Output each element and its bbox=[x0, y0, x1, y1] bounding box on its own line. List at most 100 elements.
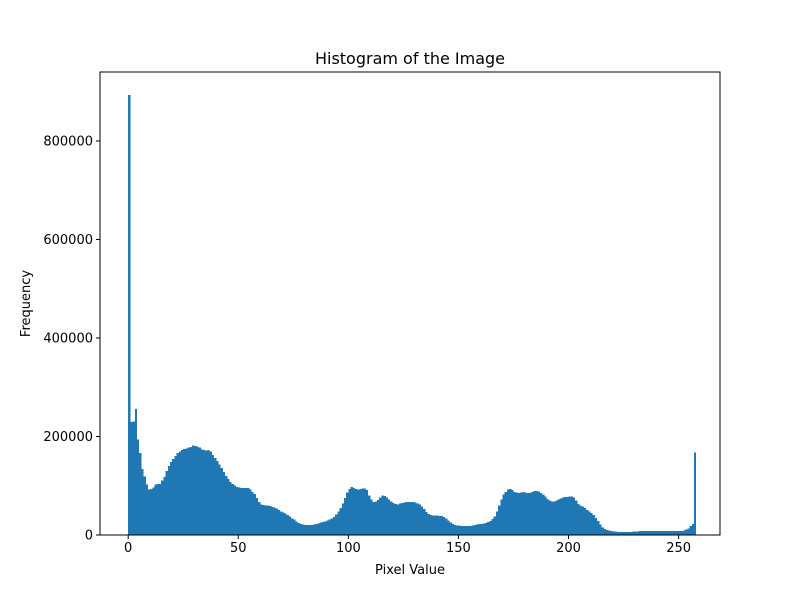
x-tick-label: 250 bbox=[666, 541, 691, 556]
histogram-bar bbox=[447, 520, 450, 535]
histogram-bar bbox=[346, 492, 349, 535]
histogram-bar bbox=[561, 497, 565, 535]
histogram-bar bbox=[291, 518, 294, 535]
histogram-bar bbox=[522, 492, 525, 535]
histogram-bar bbox=[255, 498, 259, 535]
histogram-bar bbox=[324, 521, 327, 535]
histogram-bar bbox=[548, 500, 551, 535]
histogram-bar bbox=[178, 451, 182, 535]
histogram-bar bbox=[599, 524, 602, 535]
histogram-bar bbox=[401, 502, 404, 535]
histogram-bar bbox=[299, 524, 303, 535]
histogram-bar bbox=[454, 525, 457, 535]
histogram-bar bbox=[335, 514, 338, 535]
histogram-bar bbox=[583, 507, 587, 535]
histogram-bar bbox=[502, 494, 505, 535]
histogram-bar bbox=[537, 491, 540, 535]
histogram-bar bbox=[535, 491, 538, 535]
histogram-bar bbox=[405, 502, 408, 535]
histogram-bar bbox=[647, 531, 650, 535]
y-tick-label: 600000 bbox=[43, 233, 93, 248]
histogram-bar bbox=[396, 504, 399, 535]
histogram-bar bbox=[588, 511, 591, 535]
histogram-bar bbox=[390, 501, 393, 535]
histogram-bar bbox=[636, 531, 639, 535]
histogram-bar bbox=[236, 487, 239, 535]
histogram-bar bbox=[641, 531, 644, 535]
histogram-bar bbox=[660, 531, 664, 535]
histogram-bar bbox=[266, 505, 270, 535]
histogram-bar bbox=[381, 495, 384, 535]
x-tick-label: 150 bbox=[446, 541, 471, 556]
histogram-bar bbox=[500, 499, 503, 535]
histogram-bar bbox=[687, 528, 690, 535]
histogram-bar bbox=[383, 496, 386, 535]
histogram-bar bbox=[577, 503, 580, 535]
histogram-bar bbox=[597, 521, 600, 535]
histogram-bar bbox=[407, 502, 410, 535]
histogram-bar bbox=[564, 497, 567, 535]
histogram-bar bbox=[203, 449, 206, 535]
histogram-bar bbox=[368, 495, 371, 535]
histogram-bar bbox=[398, 503, 402, 535]
histogram-bar bbox=[632, 531, 635, 535]
x-axis-title: Pixel Value bbox=[375, 563, 445, 578]
histogram-bar bbox=[161, 480, 164, 535]
histogram-bar bbox=[663, 531, 666, 535]
histogram-bar bbox=[332, 516, 336, 535]
histogram-bar bbox=[610, 531, 613, 535]
histogram-bar bbox=[196, 446, 199, 535]
histogram-bar bbox=[423, 508, 426, 535]
histogram-bar bbox=[517, 493, 521, 535]
histogram-bar bbox=[242, 488, 245, 535]
histogram-bar bbox=[128, 95, 131, 536]
histogram-bar bbox=[513, 492, 516, 535]
histogram-bar bbox=[319, 522, 322, 535]
histogram-bar bbox=[275, 508, 278, 535]
y-axis-title: Frequency bbox=[19, 270, 34, 337]
histogram-bar bbox=[297, 523, 300, 535]
histogram-bar bbox=[669, 531, 672, 535]
x-tick-label: 50 bbox=[230, 541, 247, 556]
histogram-bar bbox=[458, 525, 461, 535]
histogram-bar bbox=[427, 513, 430, 535]
histogram-bar bbox=[412, 502, 415, 535]
histogram-bar bbox=[207, 449, 210, 535]
histogram-bar bbox=[465, 526, 468, 535]
histogram-bar bbox=[546, 499, 549, 535]
histogram-bar bbox=[685, 529, 688, 535]
histogram-bar bbox=[674, 531, 677, 535]
histogram-bar bbox=[645, 531, 648, 535]
histogram-bar bbox=[575, 500, 578, 535]
histogram-bar bbox=[478, 524, 481, 535]
histogram-bar bbox=[141, 469, 144, 535]
histogram-bar bbox=[156, 483, 159, 535]
histogram-bar bbox=[172, 459, 175, 535]
histogram-bar bbox=[476, 524, 479, 535]
histogram-bar bbox=[683, 530, 686, 535]
histogram-bar bbox=[531, 492, 534, 535]
y-tick-label: 400000 bbox=[43, 331, 93, 346]
histogram-bar bbox=[130, 422, 133, 535]
histogram-bar bbox=[416, 503, 419, 535]
histogram-bar bbox=[555, 500, 558, 535]
histogram-bar bbox=[614, 531, 617, 535]
histogram-bar bbox=[524, 492, 527, 535]
histogram-bar bbox=[288, 516, 292, 535]
histogram-bar bbox=[363, 488, 366, 535]
histogram-bar bbox=[506, 489, 510, 535]
histogram-bar bbox=[361, 488, 364, 535]
histogram-bar bbox=[271, 506, 274, 535]
histogram-bar bbox=[456, 525, 459, 535]
histogram-bar bbox=[240, 488, 243, 535]
histogram-bar bbox=[293, 519, 296, 535]
histogram-bar bbox=[198, 447, 201, 535]
histogram-bar bbox=[313, 524, 316, 535]
histogram-bar bbox=[154, 484, 157, 535]
histogram-bar bbox=[181, 449, 184, 535]
histogram-bar bbox=[403, 502, 406, 535]
histogram-bar bbox=[148, 489, 151, 535]
histogram-bar bbox=[544, 496, 547, 535]
histogram-bar bbox=[542, 494, 545, 535]
